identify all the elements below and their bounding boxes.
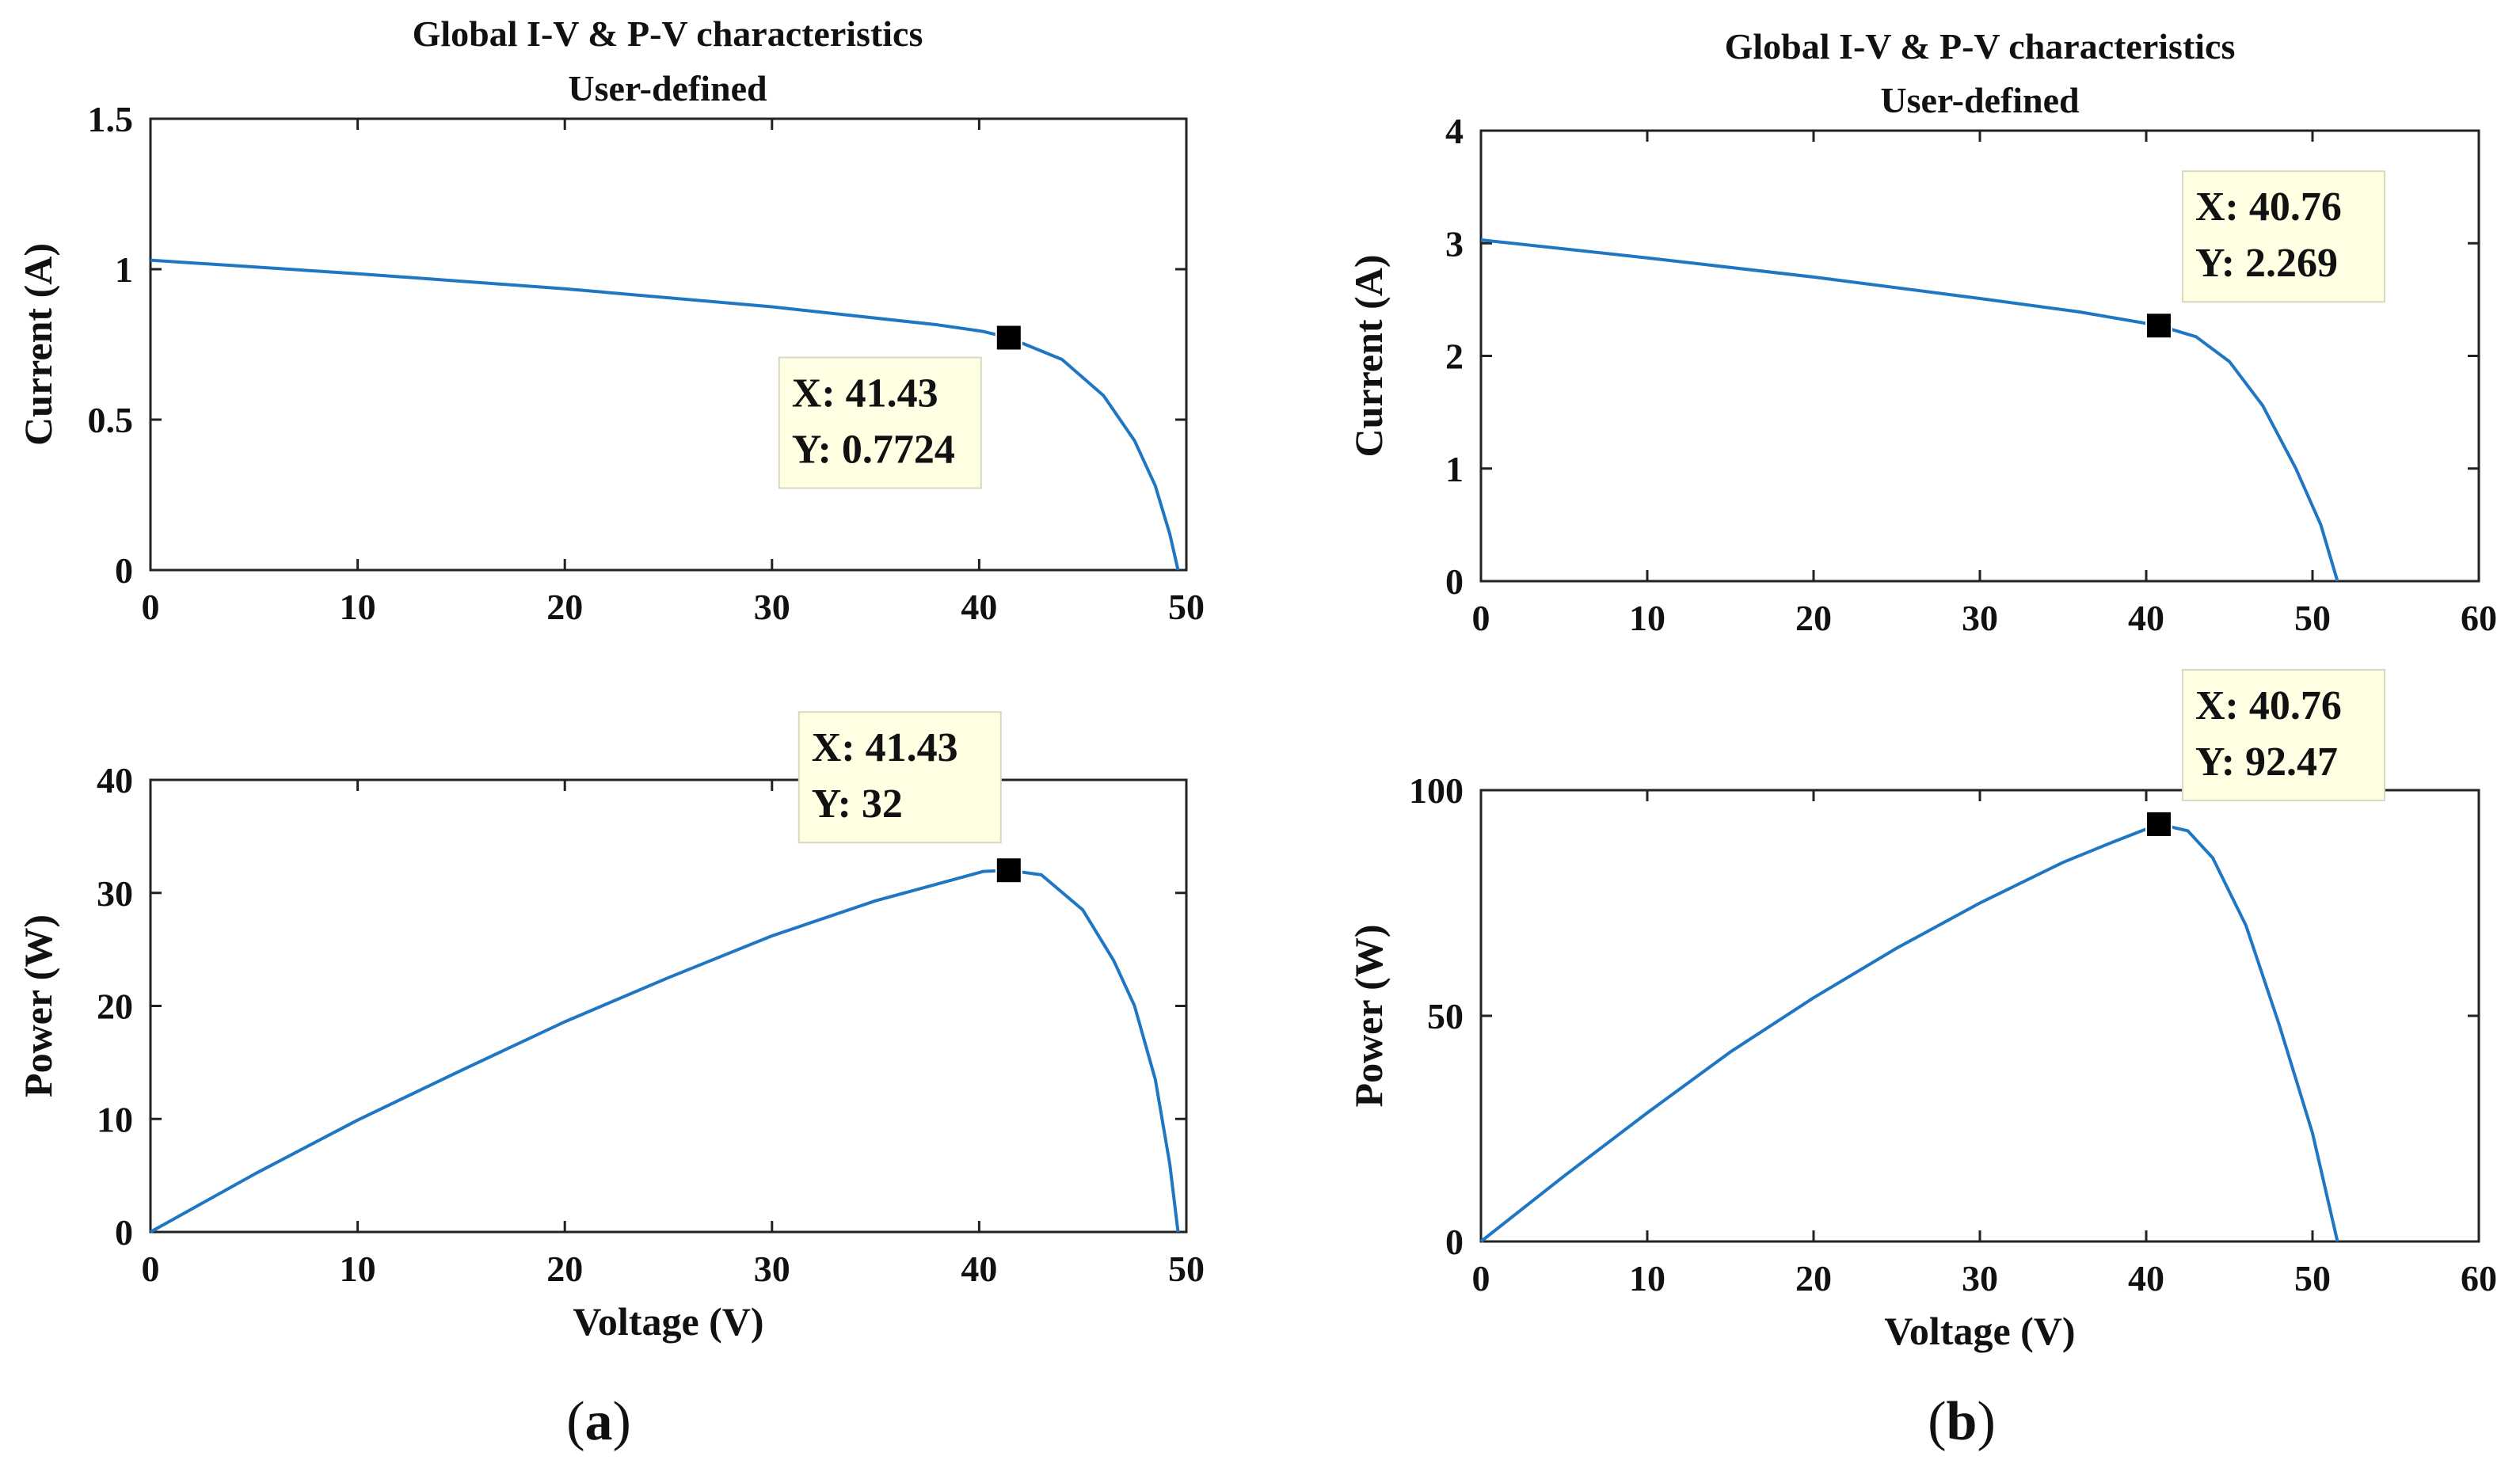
panel-a-iv-xtick-label: 30 xyxy=(754,587,790,627)
panel-b-title-line1: Global I-V & P-V characteristics xyxy=(1725,26,2236,67)
panel-b-title-line2: User-defined xyxy=(1880,80,2080,120)
panel-a-iv-axes: 0 10 20 30 40 50 0 0.5 1 1.5 Current (A) X: 41.43 Y:… xyxy=(16,99,1205,627)
panel-b-pv-xtick-label: 0 xyxy=(1472,1258,1490,1298)
panel-a-title-line1: Global I-V & P-V characteristics xyxy=(413,13,923,54)
panel-b-pv-datatip-box xyxy=(2181,668,2385,801)
panel-b-pv-datatip: X: 40.76 Y: 92.47 xyxy=(2145,668,2385,838)
panel-a-pv-xtick-label: 30 xyxy=(754,1249,790,1289)
panel-a-pv-series-line xyxy=(150,869,1180,1234)
panel-b-pv-datatip-x: X: 40.76 xyxy=(2195,683,2342,728)
panel-a-pv-datatip-x: X: 41.43 xyxy=(812,725,958,770)
panel-b-iv-datatip: X: 40.76 Y: 2.269 xyxy=(2145,170,2385,340)
panel-a-iv-series-line xyxy=(150,258,1180,571)
panel-a-iv-ytick-label: 1 xyxy=(115,249,133,290)
panel-b-pv-xtick-label: 50 xyxy=(2294,1258,2331,1298)
panel-b-pv-ytick-label: 100 xyxy=(1409,770,1464,811)
panel-b-pv-ylabel: Power (W) xyxy=(1346,925,1391,1108)
panel-b-iv-ytick-label: 1 xyxy=(1445,449,1464,489)
panel-a-iv-datatip-box xyxy=(778,356,982,489)
panel-a-pv-datatip: X: 41.43 Y: 32 xyxy=(797,711,1022,884)
panel-b-iv-xtick-label: 10 xyxy=(1629,598,1665,638)
panel-a-pv-xtick-label: 20 xyxy=(546,1249,583,1289)
panel-a-pv-axes: 0 10 20 30 40 50 0 10 20 30 40 Power (W) Voltage (V)… xyxy=(16,711,1205,1344)
panel-b-pv-series-line xyxy=(1479,822,2339,1243)
panel-a-title-line2: User-defined xyxy=(568,68,767,108)
panel-a-pv-xtick-label: 0 xyxy=(142,1249,160,1289)
panel-a-iv-datatip-x: X: 41.43 xyxy=(792,371,938,416)
panel-a-iv-xtick-label: 20 xyxy=(546,587,583,627)
panel-a-pv-ytick-label: 10 xyxy=(97,1099,133,1139)
panel-b-iv-ylabel: Current (A) xyxy=(1346,255,1391,458)
panel-b-iv-xtick-label: 40 xyxy=(2128,598,2164,638)
panel-b-pv-ytick-label: 50 xyxy=(1427,996,1464,1036)
panel-a-pv-xtick-label: 50 xyxy=(1168,1249,1205,1289)
panel-a-pv-ylabel: Power (W) xyxy=(16,914,60,1097)
panel-b-pv-xlabel: Voltage (V) xyxy=(1884,1309,2075,1353)
panel-b-iv-xtick-label: 20 xyxy=(1795,598,1832,638)
panel-b-iv-ytick-label: 4 xyxy=(1445,111,1464,151)
panel-a-pv-datatip-box xyxy=(797,711,1002,844)
panel-b-iv-datatip-x: X: 40.76 xyxy=(2195,184,2342,230)
panel-a-iv-ytick-label: 1.5 xyxy=(88,99,134,139)
panel-a-pv-ytick-label: 20 xyxy=(97,987,133,1027)
panel-b-iv-ytick-label: 3 xyxy=(1445,223,1464,264)
panel-b-pv-xtick-label: 10 xyxy=(1629,1258,1665,1298)
panel-a-pv-ytick-label: 0 xyxy=(115,1212,133,1253)
panel-b-pv-datatip-y: Y: 92.47 xyxy=(2195,740,2338,785)
panel-b-pv-ytick-label: 0 xyxy=(1445,1222,1464,1262)
panel-b-caption: (b) xyxy=(1928,1391,1996,1452)
panel-a-pv-frame xyxy=(149,778,1188,1234)
panel-a-pv-datatip-marker xyxy=(995,857,1022,884)
panel-a-iv-xtick-label: 10 xyxy=(340,587,376,627)
panel-a-iv-xtick-label: 40 xyxy=(961,587,997,627)
panel-a-pv-xlabel: Voltage (V) xyxy=(573,1299,763,1344)
panel-a-iv-datatip: X: 41.43 Y: 0.7724 xyxy=(778,324,1022,489)
panel-b-iv-xtick-label: 0 xyxy=(1472,598,1490,638)
panel-b-iv-datatip-y: Y: 2.269 xyxy=(2195,241,2338,286)
panel-b-pv-axes: 0 10 20 30 40 50 60 0 50 100 Power (W) Voltage (V) X… xyxy=(1346,668,2497,1353)
panel-a-iv-xtick-label: 0 xyxy=(142,587,160,627)
panel-b-iv-xtick-label: 60 xyxy=(2461,598,2497,638)
panel-a-pv-xtick-label: 10 xyxy=(340,1249,376,1289)
panel-b-iv-series-line xyxy=(1480,238,2339,582)
panel-a-iv-datatip-y: Y: 0.7724 xyxy=(792,427,955,472)
panel-b-pv-xtick-label: 40 xyxy=(2128,1258,2164,1298)
panel-a-iv-ytick-label: 0.5 xyxy=(88,400,134,440)
panel-b-iv-axes: 0 10 20 30 40 50 60 0 1 2 3 4 Current (A) X: 40.76 Y: … xyxy=(1346,111,2497,638)
panel-a-caption: (a) xyxy=(566,1391,631,1452)
panel-a-iv-frame xyxy=(149,117,1188,572)
panel-a-iv-datatip-marker xyxy=(995,324,1022,352)
panel-b-iv-datatip-marker xyxy=(2145,312,2172,340)
panel-a-iv-ytick-label: 0 xyxy=(115,550,133,591)
panel-a-pv-xtick-label: 40 xyxy=(961,1249,997,1289)
panel-a-iv-ylabel: Current (A) xyxy=(16,243,60,446)
panel-b-iv-datatip-box xyxy=(2181,170,2385,303)
panel-b-iv-xtick-label: 50 xyxy=(2294,598,2331,638)
panel-a-pv-datatip-y: Y: 32 xyxy=(812,781,903,827)
panel-b-iv-ytick-label: 0 xyxy=(1445,561,1464,602)
panel-b-pv-xtick-label: 20 xyxy=(1795,1258,1832,1298)
panel-b-iv-xtick-label: 30 xyxy=(1962,598,1998,638)
panel-a-iv-xtick-label: 50 xyxy=(1168,587,1205,627)
panel-b-pv-frame xyxy=(1479,789,2480,1243)
panel-b-pv-datatip-marker xyxy=(2145,810,2172,838)
panel-b-pv-xtick-label: 60 xyxy=(2461,1258,2497,1298)
panel-a-pv-ytick-label: 30 xyxy=(97,873,133,914)
panel-b-iv-ytick-label: 2 xyxy=(1445,336,1464,377)
panel-a-pv-ytick-label: 40 xyxy=(97,760,133,800)
panel-b-pv-xtick-label: 30 xyxy=(1962,1258,1998,1298)
